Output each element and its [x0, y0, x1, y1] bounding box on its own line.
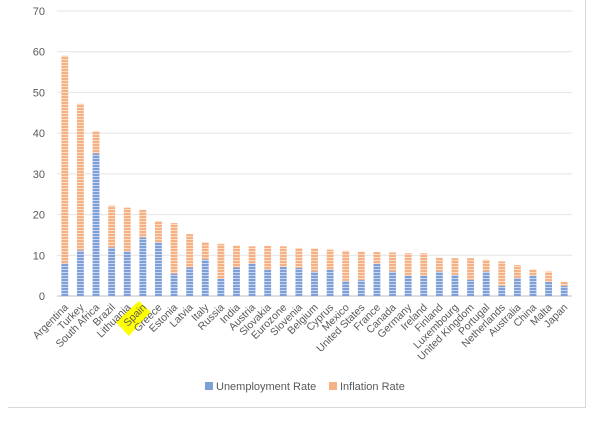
- y-tick-label: 10: [33, 250, 45, 262]
- bar-unemployment-rate-slovenia: [295, 267, 303, 296]
- bar-unemployment-rate-belgium: [311, 271, 318, 296]
- bar-unemployment-rate-portugal: [482, 271, 490, 296]
- bar-unemployment-rate-china: [529, 275, 537, 296]
- y-tick-label: 0: [39, 291, 45, 303]
- bar-unemployment-rate-india: [233, 267, 240, 296]
- y-tick-label: 50: [33, 87, 45, 99]
- bar-inflation-rate-estonia: [170, 223, 178, 274]
- bar-unemployment-rate-lithuania: [123, 251, 131, 296]
- bar-unemployment-rate-italy: [201, 259, 209, 296]
- bar-inflation-rate-united-kingdom: [467, 258, 474, 280]
- bar-unemployment-rate-mexico: [342, 280, 350, 296]
- bar-unemployment-rate-netherlands: [498, 285, 506, 296]
- legend-label-inflation-rate: Inflation Rate: [340, 381, 405, 393]
- bar-inflation-rate-russia: [217, 243, 225, 279]
- bar-inflation-rate-china: [529, 269, 537, 276]
- bar-inflation-rate-portugal: [482, 259, 490, 272]
- bar-unemployment-rate-south-africa: [92, 153, 100, 296]
- bar-unemployment-rate-slovakia: [264, 269, 272, 296]
- bar-unemployment-rate-united-states: [357, 280, 365, 296]
- bar-inflation-rate-ireland: [420, 253, 428, 276]
- label-highlight-mark: [115, 301, 151, 336]
- bar-inflation-rate-united-states: [357, 251, 365, 281]
- bar-inflation-rate-slovenia: [295, 247, 303, 268]
- bar-inflation-rate-latvia: [186, 234, 194, 268]
- bar-inflation-rate-greece: [155, 221, 162, 243]
- y-tick-label: 70: [33, 6, 45, 18]
- bar-unemployment-rate-spain: [139, 237, 147, 296]
- bar-unemployment-rate-france: [373, 263, 381, 296]
- bar-inflation-rate-australia: [513, 265, 521, 279]
- bar-unemployment-rate-brazil: [108, 247, 116, 296]
- y-tick-label: 60: [33, 47, 45, 59]
- bar-unemployment-rate-eurozone: [279, 266, 287, 296]
- legend-swatch-unemployment-rate: [205, 382, 213, 390]
- bar-inflation-rate-eurozone: [279, 246, 287, 267]
- bar-inflation-rate-argentina: [61, 55, 69, 264]
- bar-unemployment-rate-argentina: [61, 263, 69, 296]
- bar-inflation-rate-austria: [248, 246, 256, 264]
- chart-frame: [8, 0, 586, 408]
- bar-unemployment-rate-luxembourg: [451, 274, 459, 296]
- legend: Unemployment Rate Inflation Rate: [205, 381, 405, 393]
- bar-inflation-rate-germany: [404, 253, 412, 276]
- bar-unemployment-rate-ireland: [420, 275, 428, 296]
- bar-inflation-rate-lithuania: [123, 207, 131, 252]
- bar-inflation-rate-south-africa: [92, 131, 100, 154]
- bar-unemployment-rate-germany: [404, 275, 412, 296]
- bar-unemployment-rate-japan: [560, 285, 568, 296]
- bar-unemployment-rate-turkey: [76, 250, 84, 296]
- y-tick-label: 20: [33, 210, 45, 222]
- legend-swatch-inflation-rate: [329, 382, 337, 390]
- bar-inflation-rate-brazil: [108, 205, 116, 248]
- bars: [61, 55, 568, 296]
- bar-unemployment-rate-russia: [217, 278, 225, 296]
- highlight-layer: [115, 301, 151, 336]
- y-axis-ticks: 0 10 20 30 40 50 60 70: [33, 6, 45, 303]
- bar-unemployment-rate-greece: [155, 242, 162, 296]
- bar-inflation-rate-finland: [435, 257, 443, 272]
- legend-label-unemployment-rate: Unemployment Rate: [216, 381, 316, 393]
- bar-inflation-rate-belgium: [311, 248, 318, 272]
- bar-inflation-rate-slovakia: [264, 245, 272, 270]
- bar-inflation-rate-france: [373, 252, 381, 264]
- y-tick-label: 40: [33, 128, 45, 140]
- bar-inflation-rate-italy: [201, 242, 209, 260]
- bar-unemployment-rate-canada: [389, 271, 396, 296]
- bar-inflation-rate-cyprus: [326, 249, 334, 270]
- bar-unemployment-rate-finland: [435, 271, 443, 296]
- bar-inflation-rate-canada: [389, 252, 396, 272]
- bar-inflation-rate-mexico: [342, 250, 350, 281]
- bar-inflation-rate-spain: [139, 209, 147, 238]
- bar-unemployment-rate-estonia: [170, 273, 178, 296]
- bar-inflation-rate-japan: [560, 281, 568, 286]
- bar-unemployment-rate-australia: [513, 278, 521, 296]
- bar-inflation-rate-netherlands: [498, 261, 506, 286]
- bar-inflation-rate-malta: [545, 271, 553, 282]
- bar-inflation-rate-luxembourg: [451, 258, 459, 275]
- bar-unemployment-rate-austria: [248, 263, 256, 296]
- bar-unemployment-rate-malta: [545, 281, 553, 296]
- bar-inflation-rate-turkey: [76, 103, 84, 251]
- bar-inflation-rate-india: [233, 245, 240, 268]
- bar-unemployment-rate-united-kingdom: [467, 279, 474, 296]
- bar-unemployment-rate-cyprus: [326, 269, 334, 296]
- bar-unemployment-rate-latvia: [186, 267, 194, 296]
- y-tick-label: 30: [33, 169, 45, 181]
